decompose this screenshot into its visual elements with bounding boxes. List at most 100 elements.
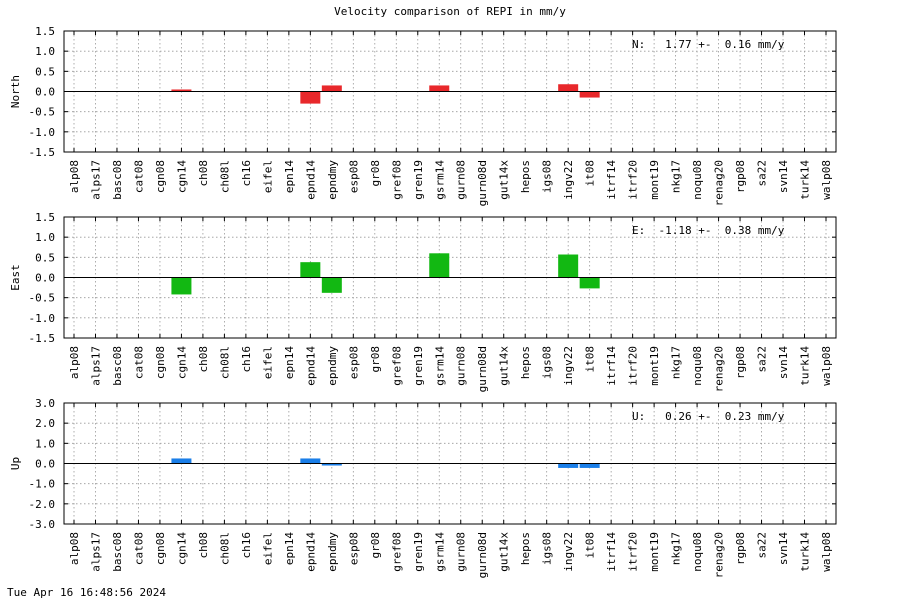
- x-tick-label: ch08: [197, 532, 210, 559]
- x-tick-label: gurn08: [455, 160, 468, 200]
- bar-cgn14: [171, 277, 192, 295]
- x-tick-label: gr08: [369, 532, 382, 559]
- plot-frame: [63, 402, 837, 525]
- x-tick-label: esp08: [347, 532, 360, 565]
- plot-frame: [63, 30, 837, 153]
- x-tick-label: itrf20: [627, 346, 640, 386]
- chart-title: Velocity comparison of REPI in mm/y: [334, 5, 566, 18]
- x-tick-label: ch08: [197, 346, 210, 373]
- y-axis-label: Up: [9, 457, 22, 470]
- x-tick-label: ingv22: [562, 160, 575, 200]
- x-tick-label: ingv22: [562, 532, 575, 572]
- bar-epnd14: [300, 458, 321, 464]
- stat-annotation: U: 0.26 +- 0.23 mm/y: [632, 410, 785, 423]
- x-tick-label: gref08: [390, 346, 403, 386]
- x-tick-label: basc08: [111, 160, 124, 200]
- x-tick-label: ch16: [240, 532, 253, 559]
- x-tick-label: mont19: [648, 532, 661, 572]
- y-tick-label: 1.5: [35, 25, 55, 38]
- x-tick-label: eifel: [261, 346, 274, 379]
- x-tick-label: noqu08: [691, 532, 704, 572]
- bar-gsrm14: [429, 85, 450, 92]
- chart-panel-east: 1.5 1.0 0.5 0.0 -0.5 -1.0 -1.5 alp08 alps17 basc0…: [9, 211, 837, 392]
- x-tick-label: gurn08d: [476, 346, 489, 392]
- bar-cgn14: [171, 89, 192, 92]
- x-tick-label: gut14x: [498, 160, 511, 200]
- x-tick-label: gsrm14: [433, 346, 446, 386]
- x-tick-label: alp08: [68, 532, 81, 565]
- x-tick-label: igs08: [541, 346, 554, 379]
- x-tick-label: epndmy: [326, 160, 339, 200]
- x-tick-label: hepos: [519, 160, 532, 193]
- x-tick-label: turk14: [799, 160, 812, 200]
- x-tick-label: ch08l: [218, 346, 231, 379]
- x-tick-label: ch08l: [218, 160, 231, 193]
- x-tick-label: cgn08: [154, 532, 167, 565]
- x-tick-label: it08: [584, 532, 597, 559]
- x-tick-label: gr08: [369, 346, 382, 373]
- x-tick-label: alps17: [89, 532, 102, 572]
- x-tick-label: renag20: [713, 160, 726, 206]
- plot-frame: [63, 216, 837, 339]
- y-tick-label: 0.5: [35, 65, 55, 78]
- x-tick-label: epnd14: [304, 346, 317, 386]
- x-tick-label: gr08: [369, 160, 382, 187]
- x-tick-label: itrf20: [627, 532, 640, 572]
- y-tick-label: 1.5: [35, 211, 55, 224]
- x-tick-label: gsrm14: [433, 160, 446, 200]
- x-tick-label: turk14: [799, 346, 812, 386]
- x-tick-label: gurn08d: [476, 160, 489, 206]
- x-tick-label: mont19: [648, 346, 661, 386]
- y-tick-label: 0.0: [35, 86, 55, 99]
- x-tick-label: itrf14: [605, 532, 618, 572]
- x-tick-label: hepos: [519, 346, 532, 379]
- bar-ingv22: [558, 84, 579, 92]
- x-tick-label: gurn08: [455, 346, 468, 386]
- x-tick-label: turk14: [799, 532, 812, 572]
- x-tick-label: cgn08: [154, 346, 167, 379]
- y-axis-label: East: [9, 264, 22, 291]
- x-tick-label: gut14x: [498, 346, 511, 386]
- bar-epnd14: [300, 262, 321, 278]
- x-tick-label: gurn08d: [476, 532, 489, 578]
- x-tick-label: walp08: [820, 532, 833, 572]
- x-tick-label: sa22: [756, 532, 769, 559]
- x-tick-label: alps17: [89, 160, 102, 200]
- x-tick-label: svn14: [777, 346, 790, 379]
- x-tick-label: rgp08: [734, 532, 747, 565]
- x-tick-label: eifel: [261, 160, 274, 193]
- x-tick-label: cgn14: [175, 346, 188, 379]
- y-tick-label: -1.5: [29, 146, 56, 159]
- x-tick-label: renag20: [713, 346, 726, 392]
- x-tick-label: it08: [584, 346, 597, 373]
- timestamp-footer: Tue Apr 16 16:48:56 2024: [7, 586, 166, 599]
- x-tick-label: cat08: [132, 532, 145, 565]
- stat-annotation: N: 1.77 +- 0.16 mm/y: [632, 38, 785, 51]
- x-tick-label: epnd14: [304, 160, 317, 200]
- x-tick-label: sa22: [756, 160, 769, 187]
- bar-epndmy: [321, 85, 342, 92]
- x-tick-label: basc08: [111, 346, 124, 386]
- y-tick-label: -3.0: [29, 518, 56, 531]
- x-tick-label: gut14x: [498, 532, 511, 572]
- y-tick-label: -1.0: [29, 312, 56, 325]
- x-tick-label: nkg17: [670, 532, 683, 565]
- x-tick-label: esp08: [347, 346, 360, 379]
- bar-epndmy: [321, 463, 342, 466]
- y-tick-label: 2.0: [35, 417, 55, 430]
- x-tick-label: itrf20: [627, 160, 640, 200]
- y-tick-label: 3.0: [35, 397, 55, 410]
- x-tick-label: itrf14: [605, 346, 618, 386]
- bar-it08: [579, 91, 600, 98]
- x-tick-label: epnd14: [304, 532, 317, 572]
- x-tick-label: gsrm14: [433, 532, 446, 572]
- x-tick-label: hepos: [519, 532, 532, 565]
- x-tick-label: rgp08: [734, 346, 747, 379]
- bar-ingv22: [558, 254, 579, 278]
- bar-epndmy: [321, 277, 342, 293]
- x-tick-label: epndmy: [326, 532, 339, 572]
- x-tick-label: noqu08: [691, 160, 704, 200]
- x-tick-label: sa22: [756, 346, 769, 373]
- x-tick-label: cgn08: [154, 160, 167, 193]
